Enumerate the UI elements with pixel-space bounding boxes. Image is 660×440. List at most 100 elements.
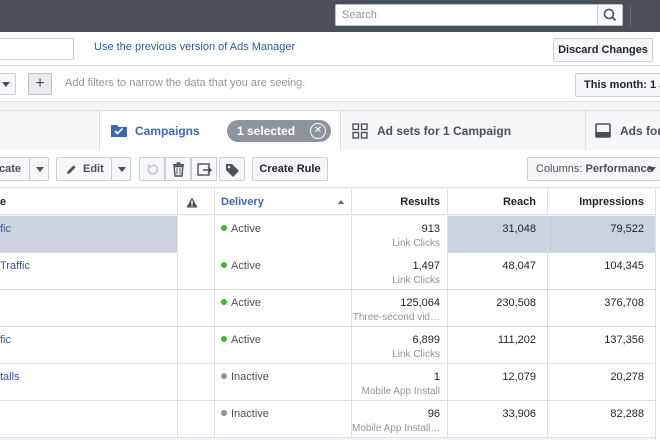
grid-icon <box>352 123 368 139</box>
column-header-reach[interactable]: Reach <box>448 189 548 215</box>
delivery-header-label: Delivery <box>221 196 264 208</box>
impressions-value: 20,278 <box>548 364 656 401</box>
edit-button[interactable]: Edit <box>56 157 112 181</box>
tag-button[interactable] <box>219 157 245 181</box>
search-icon <box>603 8 617 22</box>
duplicate-menu-button[interactable] <box>29 157 49 181</box>
result-type: Three-second vid… <box>352 312 440 323</box>
results-value: 125,064 <box>400 297 440 309</box>
impressions-value: 376,708 <box>548 290 656 327</box>
warning-cell <box>178 364 215 401</box>
status-dot-icon <box>221 373 227 379</box>
campaign-name-link[interactable]: fic <box>0 327 178 364</box>
chevron-down-icon <box>36 167 44 172</box>
table-row[interactable]: fic Active 6,899 Link Clicks 111,202 137,356 <box>0 327 660 364</box>
warning-icon <box>186 197 198 208</box>
filter-dropdown[interactable] <box>0 73 16 95</box>
columns-prefix: Columns: <box>536 163 586 175</box>
delete-button[interactable] <box>165 157 191 181</box>
warning-cell <box>178 290 215 327</box>
results-cell: 1,497 Link Clicks <box>352 253 448 290</box>
warning-cell <box>178 253 215 290</box>
status-dot-icon <box>221 262 227 268</box>
top-nav-bar <box>0 0 660 32</box>
tab-campaigns[interactable]: Campaigns 1 selected ✕ <box>99 110 341 150</box>
results-value: 1,497 <box>412 260 440 272</box>
undo-button[interactable] <box>139 157 165 181</box>
tab-ads[interactable]: Ads for <box>582 110 660 150</box>
edit-label: Edit <box>83 163 104 175</box>
edit-menu-button[interactable] <box>111 157 131 181</box>
date-range-button[interactable]: This month: 1 Ja <box>575 73 660 97</box>
chevron-down-icon <box>648 167 656 172</box>
impressions-value: 79,522 <box>548 216 656 253</box>
status-dot-icon <box>221 225 227 231</box>
reach-value: 230,508 <box>448 290 548 327</box>
add-filter-button[interactable]: + <box>28 73 52 95</box>
search-box <box>335 4 623 26</box>
filter-placeholder[interactable]: Add filters to narrow the data that you … <box>65 77 306 89</box>
results-cell: 96 Mobile App Install… <box>352 401 448 438</box>
columns-selector[interactable]: Columns: Performance <box>527 157 660 181</box>
folder-icon <box>111 125 127 137</box>
reach-value: 48,047 <box>448 253 548 290</box>
impressions-value: 82,288 <box>548 401 656 438</box>
reach-value: 31,048 <box>448 216 548 253</box>
table-row[interactable]: fic Active 913 Link Clicks 31,048 79,522 <box>0 216 660 253</box>
results-value: 913 <box>421 223 440 235</box>
columns-value: Performance <box>585 163 653 175</box>
warning-cell <box>178 401 215 438</box>
result-type: Link Clicks <box>392 349 440 360</box>
delivery-status: Active <box>231 260 261 272</box>
reach-value: 33,906 <box>448 401 548 438</box>
delivery-status: Inactive <box>231 371 269 383</box>
search-input[interactable] <box>336 5 598 25</box>
tab-adsets[interactable]: Ad sets for 1 Campaign <box>338 110 586 150</box>
results-value: 96 <box>427 408 440 420</box>
column-header-delivery[interactable]: Delivery <box>215 189 352 215</box>
column-header-warnings[interactable] <box>178 189 215 215</box>
ad-preview-icon <box>595 123 611 138</box>
table-row[interactable]: Active 125,064 Three-second vid… 230,508 376… <box>0 290 660 327</box>
delivery-cell: Inactive <box>215 364 352 401</box>
discard-changes-button[interactable]: Discard Changes <box>553 38 653 62</box>
delivery-cell: Active <box>215 253 352 290</box>
delivery-status: Inactive <box>231 408 269 420</box>
tab-campaigns-label: Campaigns <box>135 124 200 138</box>
trash-icon <box>173 162 184 177</box>
move-button[interactable] <box>191 157 217 181</box>
campaign-name-link[interactable]: Traffic <box>0 253 178 290</box>
column-header-impressions[interactable]: Impressions <box>548 189 656 215</box>
results-value: 1 <box>433 371 440 383</box>
delivery-status: Active <box>231 223 261 235</box>
duplicate-button[interactable]: cate <box>0 157 30 181</box>
campaign-name-link[interactable] <box>0 290 178 327</box>
selection-count: 1 selected <box>237 124 296 138</box>
campaign-name-link[interactable] <box>0 401 178 438</box>
table-row[interactable]: Inactive 96 Mobile App Install… 33,906 82,28… <box>0 401 660 438</box>
table-row[interactable]: talls Inactive 1 Mobile App Install 12,079 20… <box>0 364 660 401</box>
search-button[interactable] <box>597 5 622 25</box>
clear-selection-icon[interactable]: ✕ <box>310 123 326 139</box>
column-header-name[interactable]: e <box>0 189 178 215</box>
pencil-icon <box>67 165 76 174</box>
column-header-results[interactable]: Results <box>352 189 448 215</box>
undo-icon <box>147 163 159 175</box>
tab-adsets-label: Ad sets for 1 Campaign <box>377 124 512 138</box>
status-dot-icon <box>221 336 227 342</box>
chevron-down-icon <box>118 167 126 172</box>
horizontal-scroll-edge <box>655 189 660 440</box>
previous-version-link[interactable]: Use the previous version of Ads Manager <box>94 41 296 53</box>
delivery-status: Active <box>231 297 261 309</box>
account-selector[interactable] <box>0 38 74 60</box>
tab-account[interactable] <box>0 110 105 150</box>
create-rule-button[interactable]: Create Rule <box>252 157 328 181</box>
results-cell: 1 Mobile App Install <box>352 364 448 401</box>
delivery-cell: Active <box>215 327 352 364</box>
selection-badge[interactable]: 1 selected ✕ <box>227 120 331 142</box>
table-row[interactable]: Traffic Active 1,497 Link Clicks 48,047 104,3… <box>0 253 660 290</box>
campaign-name-link[interactable]: fic <box>0 216 178 253</box>
action-toolbar: cate Edit Create Rule <box>0 150 660 188</box>
campaign-name-link[interactable]: talls <box>0 364 178 401</box>
topbar-divider <box>630 5 631 27</box>
